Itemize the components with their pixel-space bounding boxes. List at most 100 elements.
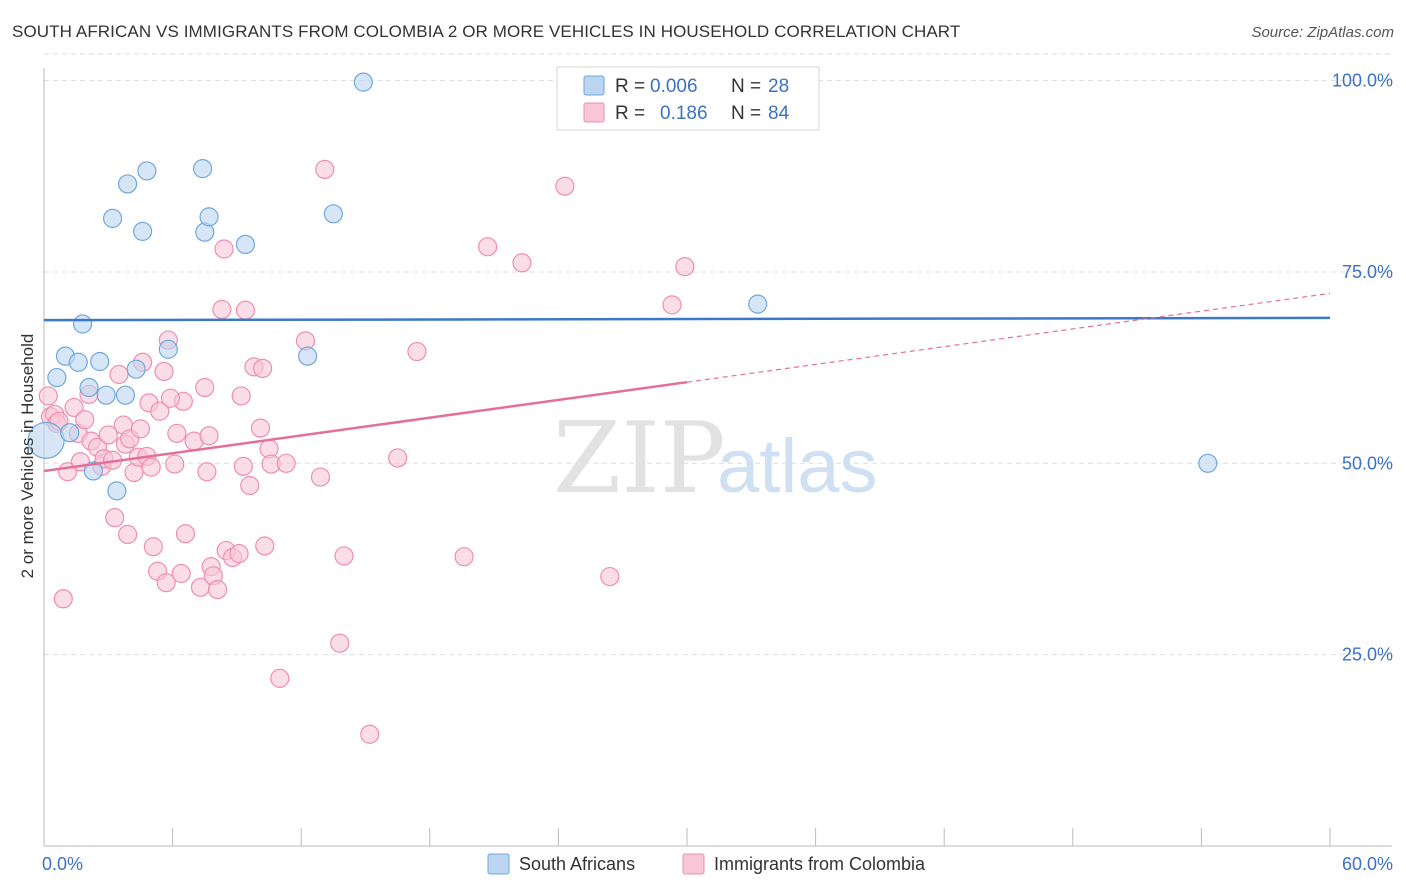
colombia-point	[315, 159, 335, 179]
colombia-point	[330, 633, 350, 653]
colombia-point	[117, 524, 138, 545]
south-african-point	[60, 423, 80, 443]
colombia-point	[199, 426, 219, 446]
colombia-point	[141, 457, 161, 477]
south-african-point	[115, 385, 136, 405]
south-african-point	[137, 161, 157, 181]
south-african-point	[72, 314, 93, 334]
legend-colombia-swatch	[682, 853, 705, 875]
n-value: 84	[768, 103, 790, 124]
colombia-point	[253, 358, 273, 378]
colombia-point	[38, 386, 58, 406]
stats-legend: R = 0.006 N = 28 R = 0.186 N = 84	[556, 66, 820, 131]
colombia-point	[454, 547, 474, 567]
x-tick-label: 0.0%	[42, 854, 83, 874]
colombia-point	[233, 456, 253, 476]
colombia-point	[407, 341, 427, 362]
colombia-point	[208, 579, 228, 600]
south-african-point	[107, 481, 127, 501]
colombia-point	[250, 418, 271, 438]
south-african-point	[353, 72, 373, 92]
south-african-point	[83, 461, 103, 481]
colombia-trendline	[43, 380, 688, 473]
colombia-point	[175, 524, 196, 544]
x-tick-labels: 0.0% 60.0%	[42, 854, 1393, 874]
south-african-point	[132, 221, 153, 241]
south-african-point	[199, 207, 219, 227]
series-legend: South Africans Immigrants from Colombia	[487, 853, 926, 875]
south-african-point	[748, 294, 768, 314]
n-value: 28	[768, 76, 789, 97]
colombia-point	[105, 508, 125, 528]
y-tick-label: 50.0%	[1342, 453, 1393, 473]
colombia-point	[64, 397, 84, 418]
colombia-point	[75, 410, 95, 430]
south-african-point	[96, 385, 116, 405]
trend-lines	[43, 292, 1331, 473]
colombia-point	[360, 724, 380, 744]
source-label: Source: ZipAtlas.com	[1251, 24, 1394, 41]
watermark: ZIP atlas	[553, 402, 878, 516]
legend-swatch-pink	[583, 102, 605, 123]
colombia-point	[214, 239, 234, 259]
colombia-point	[130, 419, 151, 439]
south-african-point	[193, 159, 213, 179]
y-tick-label: 75.0%	[1342, 262, 1393, 282]
r-value: 0.186	[660, 103, 708, 124]
colombia-point	[150, 401, 170, 421]
colombia-point	[171, 563, 191, 584]
colombia-point	[555, 176, 575, 196]
colombia-point	[675, 257, 695, 277]
r-label: R =	[615, 76, 645, 97]
colombia-point	[156, 573, 176, 593]
colombia-point	[229, 544, 249, 564]
colombia-point	[231, 386, 251, 406]
colombia-point	[165, 454, 185, 474]
n-label: N =	[731, 76, 761, 97]
colombia-point	[235, 300, 256, 320]
colombia-point	[167, 423, 187, 444]
colombia-point	[212, 299, 232, 320]
y-tick-label: 100.0%	[1332, 71, 1393, 91]
south-african-point	[298, 346, 318, 366]
colombia-point	[160, 388, 181, 408]
south-african-point	[323, 204, 343, 224]
colombia-point	[255, 536, 275, 556]
colombia-point	[600, 566, 620, 587]
south-african-point	[117, 174, 138, 194]
legend-colombia-label: Immigrants from Colombia	[714, 854, 926, 874]
r-value: 0.006	[650, 76, 698, 97]
south-african-point	[102, 208, 123, 228]
colombia-point	[154, 361, 174, 382]
colombia-point	[53, 589, 73, 609]
r-label: R =	[615, 103, 645, 124]
x-tick-label: 60.0%	[1342, 854, 1393, 874]
south-african-point	[158, 339, 178, 359]
legend-south-africans-swatch	[487, 853, 510, 875]
watermark-zip: ZIP	[553, 402, 726, 516]
colombia-point	[98, 425, 118, 445]
colombia-point	[109, 364, 129, 385]
watermark-atlas: atlas	[717, 424, 878, 509]
south-african-point	[47, 367, 67, 388]
chart-title: SOUTH AFRICAN VS IMMIGRANTS FROM COLOMBI…	[12, 22, 961, 41]
legend-swatch-blue	[583, 75, 605, 96]
south-african-point	[235, 234, 256, 255]
colombia-point	[662, 295, 682, 315]
colombia-trendline-projection	[686, 292, 1331, 383]
colombia-point	[270, 668, 290, 688]
colombia-point	[478, 237, 498, 257]
south-africans-trendline	[43, 316, 1331, 322]
south-african-point	[1198, 453, 1218, 473]
colombia-point	[197, 462, 217, 482]
colombia-point	[512, 253, 532, 273]
colombia-point	[388, 448, 408, 468]
south-african-point	[90, 351, 110, 372]
colombia-point	[143, 537, 163, 557]
y-tick-labels: 25.0% 50.0% 75.0% 100.0%	[1332, 71, 1393, 665]
gridlines	[44, 53, 1392, 656]
colombia-point	[240, 475, 260, 496]
y-tick-label: 25.0%	[1342, 645, 1393, 665]
colombia-point	[310, 467, 331, 487]
